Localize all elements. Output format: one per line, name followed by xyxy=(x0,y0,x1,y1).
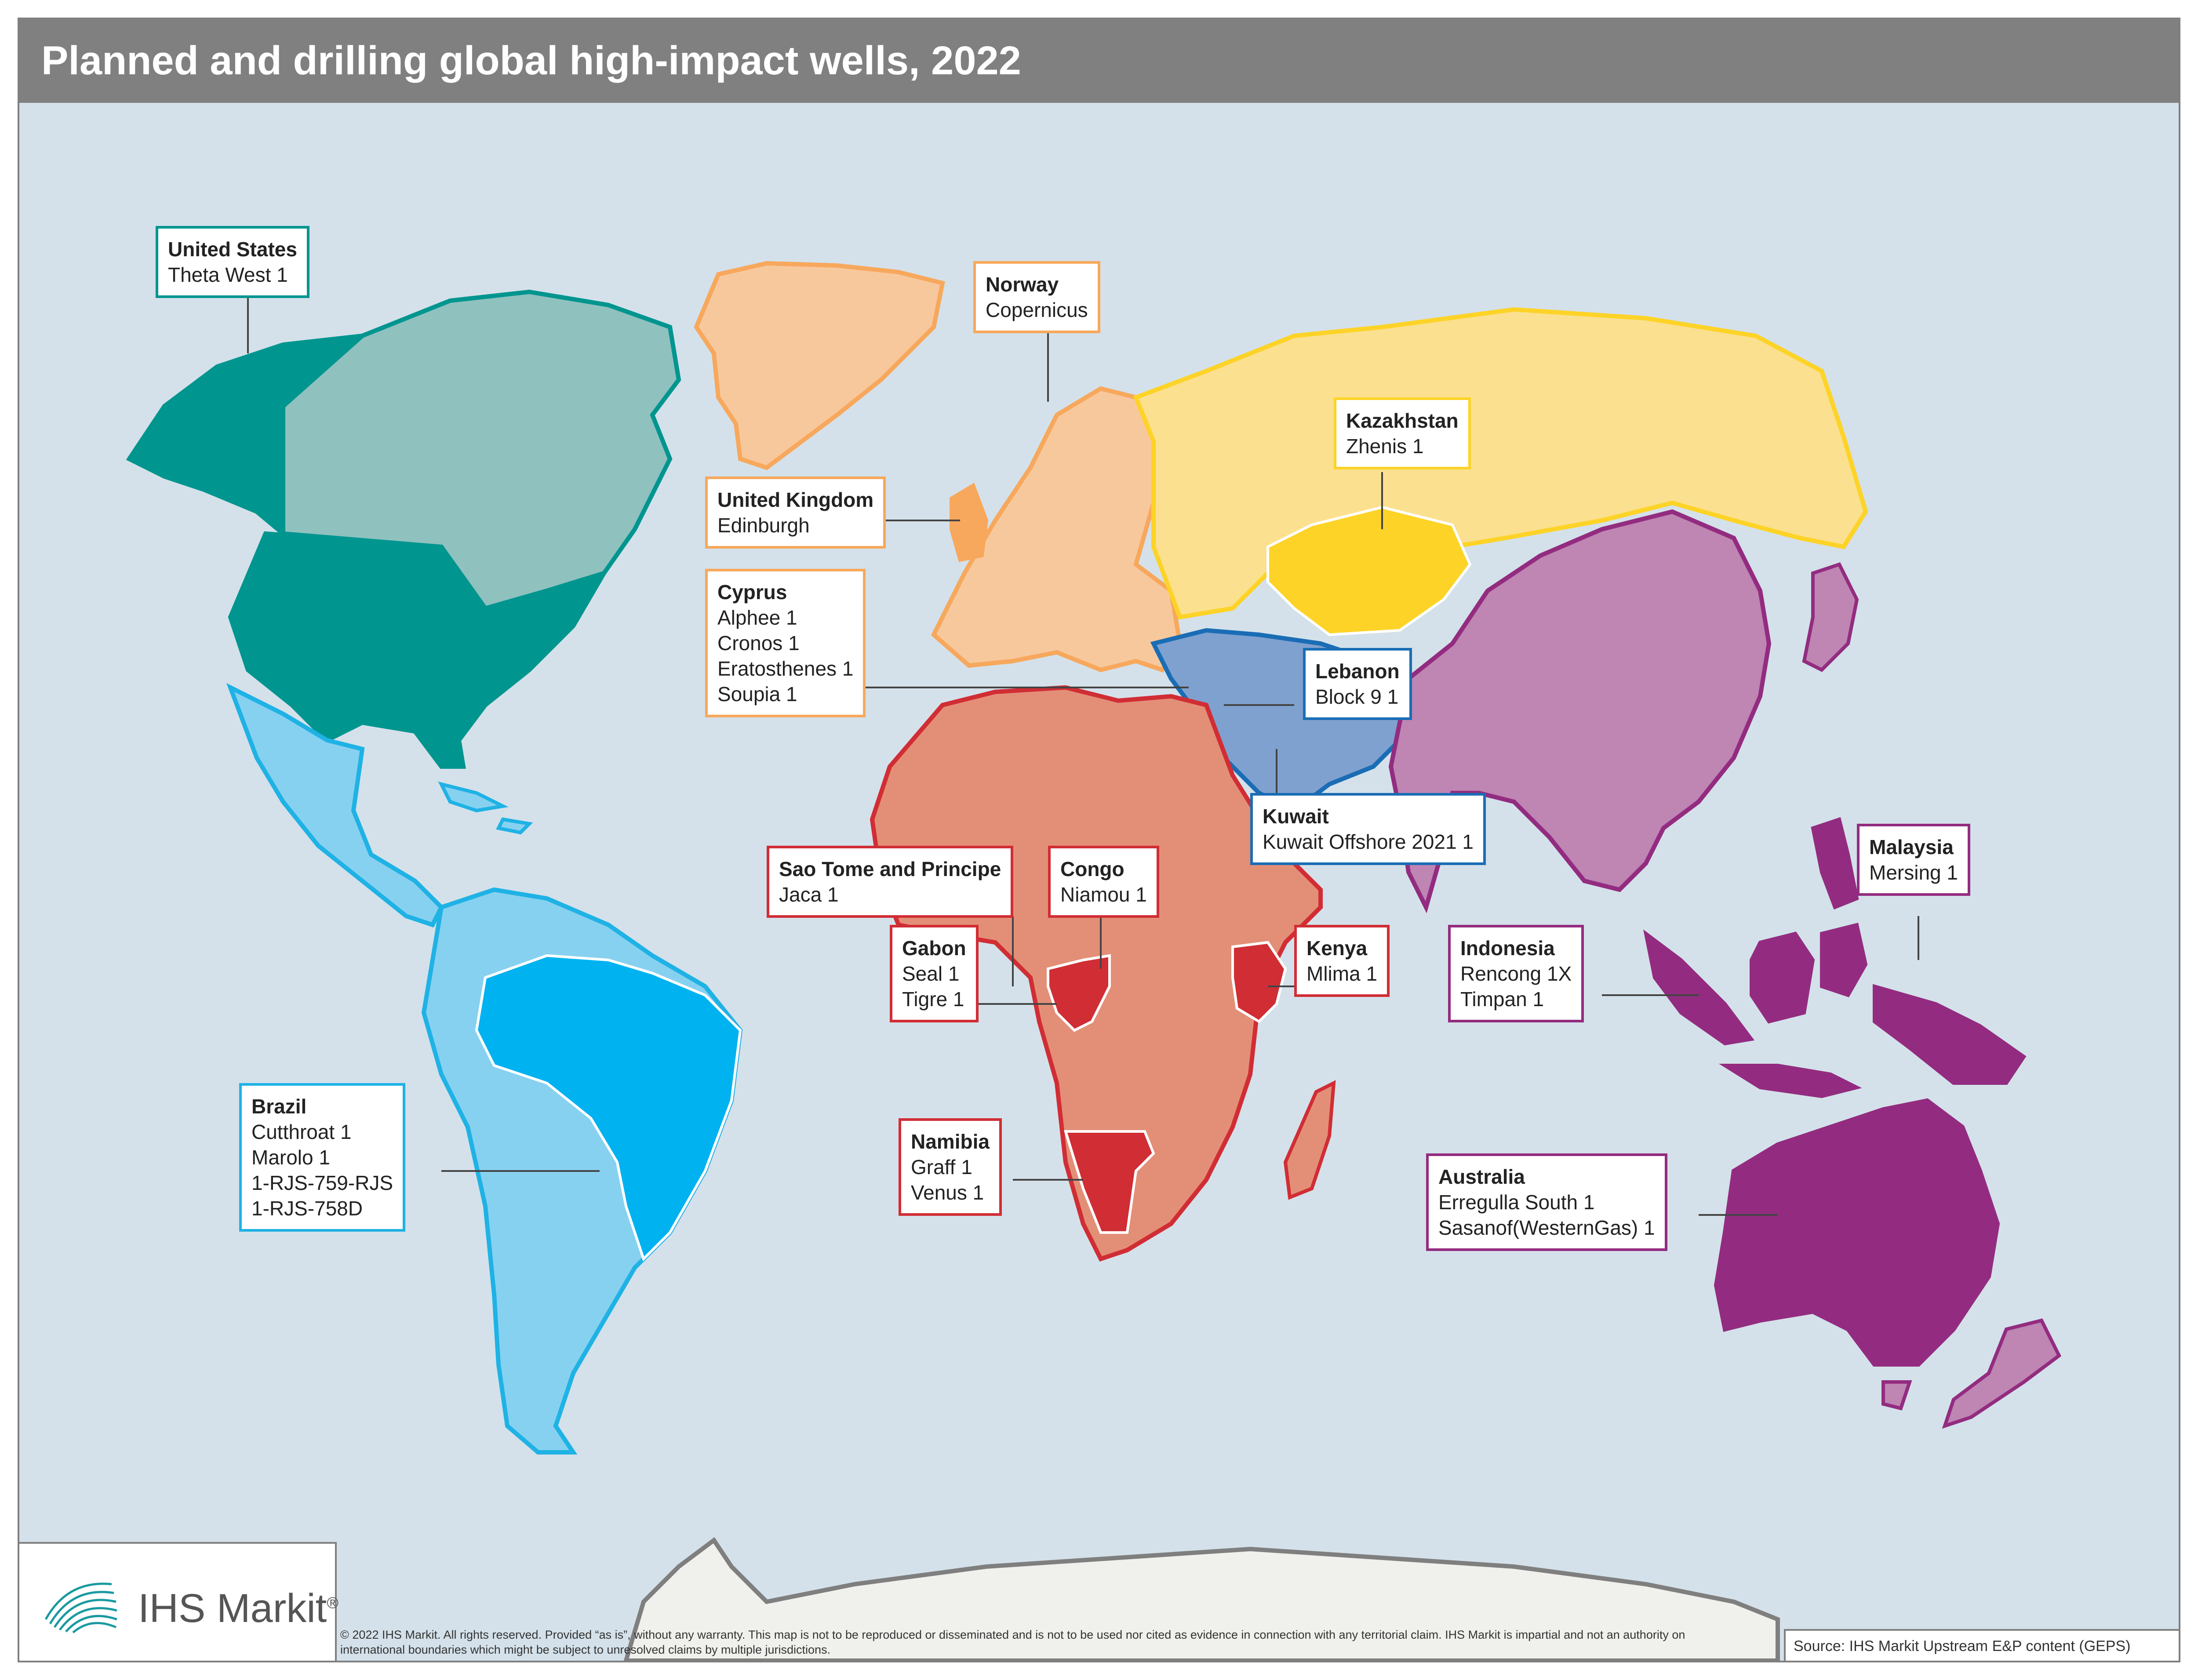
label-sao-tome-and-principe: Sao Tome and Principe Jaca 1 xyxy=(767,846,1014,918)
label-well: Eratosthenes 1 xyxy=(717,657,854,680)
world-map xyxy=(126,261,2062,1661)
label-kuwait: Kuwait Kuwait Offshore 2021 1 xyxy=(1250,793,1486,865)
source-note: Source: IHS Markit Upstream E&P content … xyxy=(1784,1629,2179,1661)
copyright-notice: © 2022 IHS Markit. All rights reserved. … xyxy=(340,1628,1685,1656)
usa-region xyxy=(228,531,609,769)
label-well: Rencong 1X xyxy=(1460,962,1572,985)
label-country: Australia xyxy=(1438,1165,1525,1188)
label-country: Norway xyxy=(986,273,1059,296)
label-well: Tigre 1 xyxy=(902,988,964,1011)
label-country: Congo xyxy=(1060,858,1124,880)
label-well: Venus 1 xyxy=(911,1181,984,1204)
label-country: Cyprus xyxy=(717,581,787,604)
label-well: Block 9 1 xyxy=(1315,685,1399,708)
logo-text: IHS Markit® xyxy=(138,1586,338,1631)
title-bar: Planned and drilling global high-impact … xyxy=(19,19,2179,103)
label-well: Cutthroat 1 xyxy=(251,1120,352,1143)
label-norway: Norway Copernicus xyxy=(973,261,1100,333)
label-well: Timpan 1 xyxy=(1460,988,1544,1011)
kenya-region xyxy=(1231,941,1287,1023)
label-well: 1-RJS-758D xyxy=(251,1197,363,1220)
label-australia: Australia Erregulla South 1 Sasanof(Wester… xyxy=(1426,1153,1667,1251)
label-well: Zhenis 1 xyxy=(1346,435,1424,458)
label-country: United Kingdom xyxy=(717,488,874,511)
label-cyprus: Cyprus Alphee 1 Cronos 1 Eratosthenes 1 Soup… xyxy=(705,569,866,717)
label-country: Kuwait xyxy=(1263,805,1329,828)
label-well: Sasanof(WesternGas) 1 xyxy=(1438,1216,1655,1239)
logo-box: IHS Markit® xyxy=(19,1542,338,1661)
label-well: Kuwait Offshore 2021 1 xyxy=(1263,830,1474,853)
label-united-states: United States Theta West 1 xyxy=(156,226,309,298)
antarctica-region xyxy=(623,1537,1780,1661)
label-well: Soupia 1 xyxy=(717,683,797,705)
tasmania-new-zealand xyxy=(1881,1318,2062,1429)
label-united-kingdom: United Kingdom Edinburgh xyxy=(705,476,886,549)
label-well: Edinburgh xyxy=(717,514,810,537)
madagascar-region xyxy=(1283,1080,1336,1200)
label-well: Theta West 1 xyxy=(168,263,288,286)
gabon-congo-region xyxy=(1047,954,1111,1032)
label-gabon: Gabon Seal 1 Tigre 1 xyxy=(890,925,979,1022)
label-malaysia: Malaysia Mersing 1 xyxy=(1857,824,1970,896)
map-frame: Planned and drilling global high-impact … xyxy=(18,18,2180,1662)
label-well: Niamou 1 xyxy=(1060,883,1147,906)
australia-region xyxy=(1714,1098,2000,1367)
kazakhstan-region xyxy=(1266,505,1472,636)
label-well: Copernicus xyxy=(986,298,1088,321)
label-kenya: Kenya Mlima 1 xyxy=(1294,925,1390,997)
map-title: Planned and drilling global high-impact … xyxy=(41,38,1021,83)
label-namibia: Namibia Graff 1 Venus 1 xyxy=(899,1118,1002,1216)
label-country: Namibia xyxy=(911,1130,990,1153)
greenland-region xyxy=(694,261,945,470)
russia-region xyxy=(1133,307,1868,620)
label-well: Erregulla South 1 xyxy=(1438,1191,1595,1214)
namibia-region xyxy=(1063,1130,1155,1234)
europe-region xyxy=(931,386,1183,673)
caribbean-islands xyxy=(438,782,533,835)
label-brazil: Brazil Cutthroat 1 Marolo 1 1-RJS-759-RJS 1-… xyxy=(239,1083,406,1232)
ihs-markit-logo-icon xyxy=(44,1582,117,1633)
label-well: Jaca 1 xyxy=(779,883,839,906)
label-country: Kenya xyxy=(1306,937,1368,960)
southeast-asia-islands xyxy=(1643,817,2027,1098)
label-country: Sao Tome and Principe xyxy=(779,858,1001,880)
label-country: Gabon xyxy=(902,937,966,960)
label-country: Malaysia xyxy=(1869,836,1954,858)
label-indonesia: Indonesia Rencong 1X Timpan 1 xyxy=(1448,925,1584,1022)
label-well: Cronos 1 xyxy=(717,632,800,655)
japan-region xyxy=(1802,562,1859,672)
label-country: Brazil xyxy=(251,1095,307,1118)
label-country: Lebanon xyxy=(1315,660,1400,683)
label-well: Mlima 1 xyxy=(1306,962,1378,985)
asia-region xyxy=(1388,509,1772,913)
label-well: 1-RJS-759-RJS xyxy=(251,1171,393,1194)
label-lebanon: Lebanon Block 9 1 xyxy=(1303,648,1412,720)
label-congo: Congo Niamou 1 xyxy=(1048,846,1159,918)
label-country: Kazakhstan xyxy=(1346,409,1459,432)
label-well: Marolo 1 xyxy=(251,1146,330,1169)
label-country: United States xyxy=(168,238,297,261)
leader-lines xyxy=(247,283,1919,1216)
label-well: Alphee 1 xyxy=(717,606,797,629)
label-country: Indonesia xyxy=(1460,937,1555,960)
label-well: Seal 1 xyxy=(902,962,960,985)
label-kazakhstan: Kazakhstan Zhenis 1 xyxy=(1334,397,1471,469)
label-well: Graff 1 xyxy=(911,1156,972,1178)
label-well: Mersing 1 xyxy=(1869,861,1958,884)
uk-region xyxy=(950,483,989,562)
brazil-region xyxy=(475,954,742,1262)
alaska-region xyxy=(126,333,369,538)
